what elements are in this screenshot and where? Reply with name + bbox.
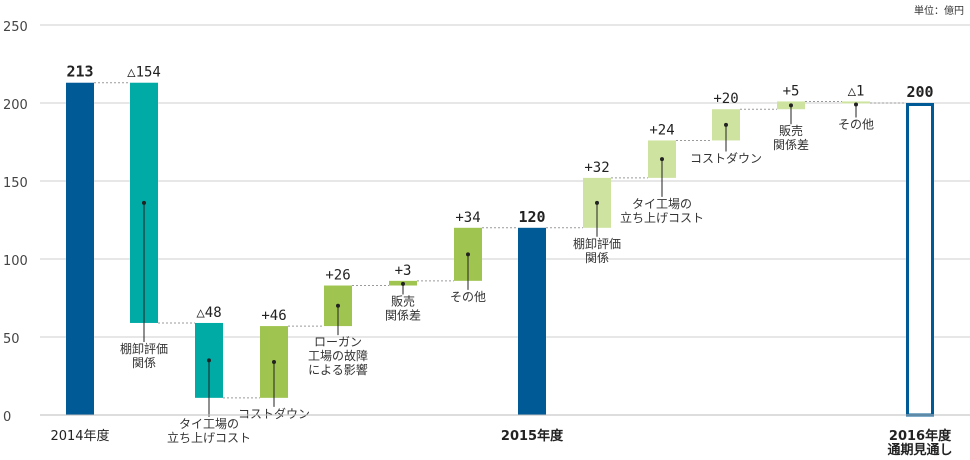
bar-total [518, 227, 546, 415]
annotation-label: 販売関係差 [773, 123, 809, 152]
annotation-label: 棚卸評価関係 [573, 236, 621, 265]
category-label: 2014年度 [50, 428, 109, 444]
unit-label: 単位：億円 [914, 6, 964, 17]
value-label: 120 [518, 208, 545, 226]
value-label: 200 [906, 83, 933, 101]
value-label: +5 [783, 83, 800, 99]
bar-forecast [906, 103, 934, 417]
annotation-label: タイ工場の立ち上げコスト [620, 197, 704, 225]
value-label: △48 [196, 305, 221, 321]
y-tick-label: 150 [3, 176, 28, 191]
category-label: 2015年度 [501, 428, 564, 444]
y-tick-label: 50 [3, 332, 20, 347]
annotation-label: コストダウン [238, 406, 310, 421]
annotation-label: ローガン工場の故障による影響 [308, 335, 368, 377]
value-label: +32 [584, 160, 609, 176]
value-label: △1 [848, 83, 865, 99]
annotation-label: その他 [450, 290, 486, 304]
y-tick-label: 100 [3, 254, 28, 269]
y-tick-label: 250 [3, 20, 28, 35]
bar-total [66, 82, 94, 415]
annotation-label: 棚卸評価関係 [120, 341, 168, 370]
value-label: 213 [66, 63, 93, 81]
annotation-label: コストダウン [690, 150, 762, 165]
value-label: +46 [261, 308, 286, 324]
value-label: +20 [713, 91, 738, 107]
value-label: △154 [127, 65, 161, 81]
value-label: +26 [325, 268, 350, 284]
y-tick-label: 0 [3, 410, 11, 425]
value-label: +24 [649, 122, 674, 138]
value-label: +3 [395, 263, 412, 279]
annotation-label: 販売関係差 [385, 294, 421, 323]
annotation-label: その他 [838, 117, 874, 131]
category-label: 2016年度通期見通し [887, 428, 952, 458]
value-label: +34 [455, 210, 480, 226]
y-tick-label: 200 [3, 98, 28, 113]
annotation-label: タイ工場の立ち上げコスト [167, 417, 251, 445]
